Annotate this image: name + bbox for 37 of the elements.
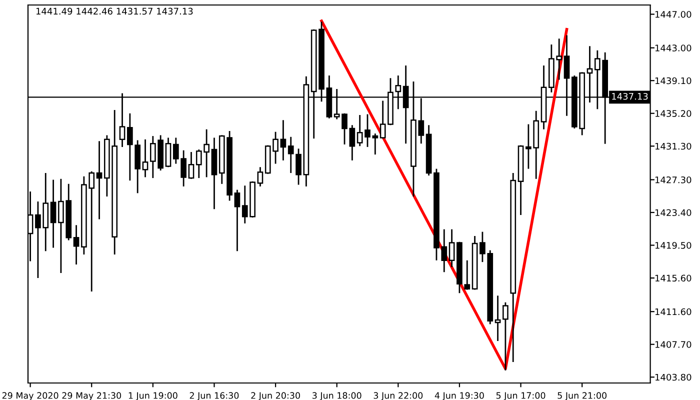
y-tick-label: 1443.00: [655, 44, 692, 52]
x-tick-label: 29 May 21:30: [62, 392, 122, 400]
y-tick-label: 1431.30: [655, 142, 692, 150]
ref-line-label: 1437.13: [612, 92, 648, 100]
candlestick: [448, 228, 455, 268]
candlestick: [349, 124, 356, 162]
candlestick: [142, 138, 148, 178]
y-tick-label: 1423.40: [655, 209, 692, 216]
y-tick-label: 1403.80: [655, 374, 692, 381]
y-tick-label: 1411.60: [655, 308, 692, 316]
y-tick-label: 1427.30: [655, 176, 692, 184]
x-tick-label: 2 Jun 20:30: [251, 392, 300, 400]
candlestick: [257, 166, 264, 188]
candlestick: [188, 151, 194, 180]
y-tick-label: 1407.70: [655, 341, 692, 348]
x-tick-label: 2 Jun 16:30: [190, 392, 239, 400]
x-tick-label: 5 Jun 17:00: [496, 392, 546, 400]
candlestick: [494, 294, 501, 342]
y-tick-label: 1415.60: [655, 274, 692, 282]
x-tick-label: 1 Jun 19:00: [128, 392, 178, 400]
x-tick-label: 3 Jun 18:00: [312, 392, 362, 400]
candlestick: [280, 119, 286, 162]
candlestick: [234, 189, 240, 252]
y-tick-label: 1439.10: [655, 77, 692, 84]
candlestick: [50, 179, 56, 248]
x-tick-label: 4 Jun 19:30: [434, 392, 484, 400]
candlestick: [502, 302, 508, 372]
y-tick-label: 1435.20: [655, 110, 692, 117]
y-tick-label: 1419.50: [655, 242, 692, 249]
x-tick-label: 29 May 2020: [2, 392, 58, 400]
candlestick: [73, 224, 80, 266]
x-tick-label: 3 Jun 22:00: [374, 392, 423, 400]
y-tick-label: 1447.00: [655, 10, 692, 18]
x-tick-label: 5 Jun 21:00: [558, 392, 607, 400]
candlestick: [165, 137, 172, 168]
candlestick: [96, 140, 102, 220]
chart-title: 1441.49 1442.46 1431.57 1437.13: [36, 8, 193, 15]
